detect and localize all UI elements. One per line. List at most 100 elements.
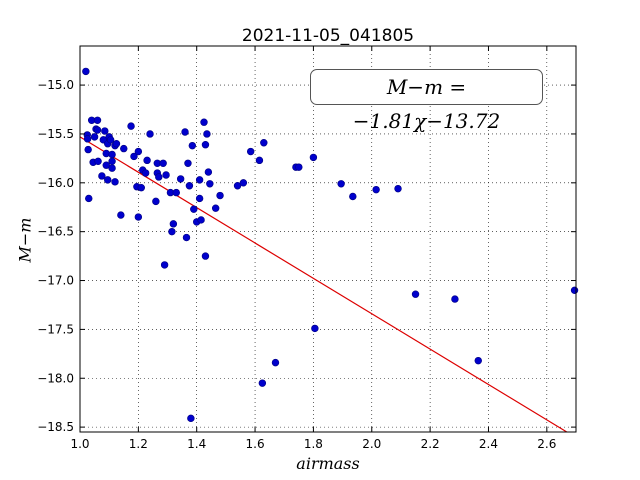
data-point xyxy=(108,157,116,166)
fit-line-layer xyxy=(79,136,568,433)
data-points xyxy=(82,67,579,423)
data-point xyxy=(185,182,194,190)
y-tick-label: −18.5 xyxy=(37,420,74,434)
data-point xyxy=(141,169,150,177)
x-axis-label: airmass xyxy=(296,454,360,473)
data-point xyxy=(143,156,151,165)
data-point xyxy=(309,153,318,162)
x-tick-label: 1.0 xyxy=(70,437,89,451)
data-point xyxy=(203,130,211,138)
data-point xyxy=(108,164,116,172)
x-tick-label: 1.6 xyxy=(246,437,265,451)
data-point xyxy=(137,183,145,192)
data-point xyxy=(372,185,380,194)
data-point xyxy=(295,163,303,171)
data-point xyxy=(152,197,160,206)
data-point xyxy=(90,133,99,141)
data-point xyxy=(134,147,143,156)
data-point xyxy=(117,211,125,219)
data-point xyxy=(112,140,121,148)
data-point xyxy=(127,122,135,130)
data-point xyxy=(106,136,115,144)
y-tick-label: −18.0 xyxy=(37,371,74,385)
x-tick-label: 1.4 xyxy=(187,437,206,451)
fit-equation-annotation: M−m = −1.81χ−13.72 xyxy=(310,69,543,133)
data-point xyxy=(349,192,357,201)
data-point xyxy=(102,161,110,169)
y-tick-label: −15.5 xyxy=(37,127,74,141)
data-point xyxy=(190,205,198,213)
data-point xyxy=(206,180,214,188)
y-tick-label: −16.5 xyxy=(37,225,74,239)
data-point xyxy=(181,128,189,136)
data-point xyxy=(184,159,192,167)
data-point xyxy=(233,182,242,190)
data-point xyxy=(255,156,264,165)
x-tick-label: 2.4 xyxy=(479,437,498,451)
data-point xyxy=(211,204,220,212)
data-point xyxy=(162,171,170,179)
y-tick-label: −17.0 xyxy=(37,274,74,288)
data-point xyxy=(311,324,319,333)
data-point xyxy=(188,141,197,150)
data-point xyxy=(411,290,420,298)
y-tick-label: −15.0 xyxy=(37,78,74,92)
data-point xyxy=(204,168,213,176)
data-point xyxy=(85,194,93,203)
data-point xyxy=(201,140,210,149)
data-point xyxy=(98,172,106,180)
data-point xyxy=(187,414,195,423)
data-point xyxy=(94,157,102,166)
data-point xyxy=(120,144,128,153)
data-point xyxy=(83,135,92,143)
data-point xyxy=(160,261,169,269)
x-tick-label: 1.2 xyxy=(129,437,148,451)
data-point xyxy=(84,145,92,154)
data-point xyxy=(93,126,102,134)
data-point xyxy=(451,295,459,303)
data-point xyxy=(394,184,402,193)
data-point xyxy=(169,220,178,228)
fit-line xyxy=(79,136,568,433)
data-point xyxy=(246,147,255,156)
data-point xyxy=(260,139,268,147)
data-point xyxy=(474,356,482,365)
y-axis-label: M−m xyxy=(15,217,35,263)
chart-title: 2021-11-05_041805 xyxy=(241,26,415,46)
data-point xyxy=(216,191,224,200)
data-point xyxy=(195,176,204,184)
data-point xyxy=(172,188,180,197)
data-point xyxy=(239,179,248,187)
data-point xyxy=(82,67,90,76)
data-point xyxy=(337,180,345,188)
data-point xyxy=(271,358,280,367)
data-point xyxy=(570,286,579,295)
data-point xyxy=(195,194,204,203)
data-point xyxy=(134,213,143,221)
y-tick-label: −16.0 xyxy=(37,176,74,190)
x-tick-label: 2.0 xyxy=(362,437,381,451)
x-tick-label: 2.2 xyxy=(421,437,440,451)
data-point xyxy=(176,175,185,183)
data-point xyxy=(155,173,163,181)
data-point xyxy=(182,233,191,242)
data-point xyxy=(130,152,138,161)
data-point xyxy=(146,130,154,138)
data-point xyxy=(197,216,205,224)
axis-ticks: 1.0 1.2 1.4 1.6 1.8 2.0 2.2 2.4 2.6 −15.0 −15.5 −16… xyxy=(37,46,576,451)
data-point xyxy=(168,227,176,236)
data-point xyxy=(108,150,116,159)
data-point xyxy=(201,252,210,260)
data-point xyxy=(200,118,208,126)
plot-frame xyxy=(79,45,577,433)
y-tick-label: −17.5 xyxy=(37,322,74,336)
x-tick-label: 2.6 xyxy=(537,437,556,451)
data-point xyxy=(258,379,267,387)
data-point xyxy=(111,178,119,186)
x-tick-label: 1.8 xyxy=(304,437,323,451)
data-point xyxy=(93,116,102,124)
data-point xyxy=(159,159,167,167)
data-point xyxy=(101,127,109,135)
data-point xyxy=(104,176,112,184)
